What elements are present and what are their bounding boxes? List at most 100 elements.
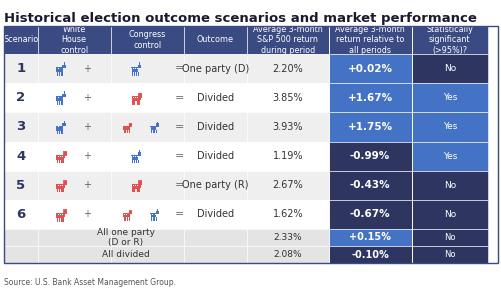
Text: 2.08%: 2.08% bbox=[273, 250, 302, 259]
Bar bbox=[4, 141, 38, 171]
Bar bbox=[59, 160, 60, 163]
Text: +0.15%: +0.15% bbox=[348, 232, 390, 242]
Bar bbox=[134, 101, 135, 105]
Bar bbox=[411, 26, 487, 54]
Bar bbox=[64, 210, 67, 214]
Bar bbox=[139, 62, 140, 65]
Text: All divided: All divided bbox=[101, 250, 149, 259]
Bar bbox=[411, 246, 487, 263]
Text: =: = bbox=[175, 93, 184, 103]
Bar bbox=[64, 213, 65, 217]
Bar bbox=[56, 67, 57, 68]
Text: All one party
(D or R): All one party (D or R) bbox=[96, 228, 154, 247]
Text: +: + bbox=[83, 151, 91, 161]
Bar bbox=[38, 171, 111, 200]
Bar bbox=[56, 126, 57, 127]
Text: 3.85%: 3.85% bbox=[272, 93, 303, 103]
Bar bbox=[246, 26, 328, 54]
Bar bbox=[62, 156, 63, 157]
Bar bbox=[64, 91, 65, 94]
Bar bbox=[154, 217, 155, 221]
Bar bbox=[153, 214, 154, 215]
Bar bbox=[61, 218, 63, 222]
Bar bbox=[38, 54, 111, 83]
Bar bbox=[111, 141, 183, 171]
Bar bbox=[131, 155, 132, 156]
Bar bbox=[136, 189, 138, 192]
Bar bbox=[61, 189, 63, 192]
Bar bbox=[139, 184, 140, 187]
Bar bbox=[60, 156, 61, 157]
Bar bbox=[139, 97, 140, 100]
Bar bbox=[129, 211, 131, 214]
Text: Divided: Divided bbox=[196, 93, 233, 103]
Bar bbox=[58, 156, 59, 157]
Text: =: = bbox=[175, 122, 184, 132]
Bar bbox=[138, 189, 139, 192]
Bar bbox=[38, 246, 111, 263]
Text: Congress
control: Congress control bbox=[128, 30, 165, 49]
Bar bbox=[63, 210, 67, 214]
Bar bbox=[38, 26, 111, 54]
Bar bbox=[57, 184, 64, 189]
Bar bbox=[246, 112, 328, 141]
Bar bbox=[138, 180, 142, 185]
Bar bbox=[133, 97, 134, 98]
Bar bbox=[135, 156, 136, 157]
Bar bbox=[123, 130, 124, 133]
Bar bbox=[183, 229, 246, 246]
Bar bbox=[38, 229, 111, 246]
Bar bbox=[155, 217, 156, 221]
Text: Source: U.S. Bank Asset Management Group.: Source: U.S. Bank Asset Management Group… bbox=[4, 278, 176, 287]
Bar bbox=[64, 120, 65, 123]
Text: -0.43%: -0.43% bbox=[349, 180, 390, 190]
Text: Divided: Divided bbox=[196, 209, 233, 219]
Bar bbox=[246, 54, 328, 83]
Text: Average 3-month
S&P 500 return
during period: Average 3-month S&P 500 return during pe… bbox=[253, 25, 322, 54]
Text: Outcome: Outcome bbox=[196, 36, 233, 44]
Bar bbox=[136, 101, 138, 105]
Bar bbox=[57, 67, 63, 72]
Bar bbox=[183, 171, 246, 200]
Bar bbox=[4, 112, 38, 141]
Bar bbox=[56, 96, 57, 97]
Bar bbox=[132, 160, 133, 163]
Bar bbox=[57, 213, 64, 218]
Text: Average 3-month
return relative to
all periods: Average 3-month return relative to all p… bbox=[335, 25, 404, 54]
Bar bbox=[57, 155, 64, 160]
Text: 5: 5 bbox=[16, 179, 26, 192]
Text: +: + bbox=[83, 64, 91, 74]
Bar bbox=[64, 184, 65, 187]
Bar bbox=[58, 68, 59, 69]
Bar bbox=[128, 210, 131, 214]
Text: +1.67%: +1.67% bbox=[347, 93, 392, 103]
Bar bbox=[128, 130, 129, 133]
Bar bbox=[150, 213, 156, 218]
Bar bbox=[38, 141, 111, 171]
Text: 6: 6 bbox=[16, 208, 26, 221]
Bar bbox=[57, 189, 58, 192]
Bar bbox=[111, 112, 183, 141]
Bar bbox=[137, 72, 138, 76]
Text: 2: 2 bbox=[16, 91, 26, 104]
Bar bbox=[60, 185, 61, 186]
Bar bbox=[4, 83, 38, 112]
Bar bbox=[62, 72, 63, 76]
Bar bbox=[128, 123, 131, 127]
Text: One party (R): One party (R) bbox=[182, 180, 248, 190]
Bar bbox=[246, 246, 328, 263]
Text: 3: 3 bbox=[16, 120, 26, 133]
Text: +: + bbox=[83, 93, 91, 103]
Bar bbox=[4, 200, 38, 229]
Bar bbox=[328, 141, 411, 171]
Bar bbox=[129, 123, 131, 126]
Bar bbox=[58, 185, 59, 186]
Bar bbox=[62, 130, 63, 134]
Bar bbox=[138, 101, 139, 105]
Bar bbox=[111, 54, 183, 83]
Bar bbox=[133, 68, 134, 69]
Bar bbox=[38, 83, 111, 112]
Bar bbox=[135, 68, 136, 69]
Text: 2.20%: 2.20% bbox=[272, 64, 303, 74]
Bar bbox=[62, 101, 63, 105]
